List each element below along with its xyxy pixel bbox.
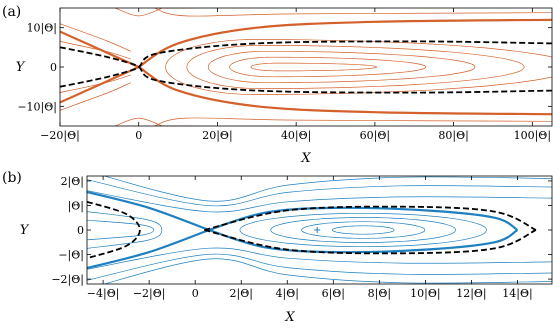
panel-a: (a) −20|Θ| 0 20|Θ| 40|Θ| 60|Θ| 80|Θ| 100|Θ| 10…	[2, 4, 553, 166]
contour-line	[60, 82, 131, 111]
contour-line	[332, 225, 395, 235]
dashed-series-line	[87, 200, 141, 260]
separatrix-series-line	[138, 18, 552, 68]
panel-b-y-ticks: 2|Θ| |Θ| 0 −|Θ| −2|Θ|	[51, 175, 552, 287]
contour-line	[154, 8, 552, 17]
y-tick-label: |Θ|	[68, 199, 84, 213]
contour-line	[114, 117, 163, 126]
contour-line	[186, 45, 525, 89]
y-tick-label: 2|Θ|	[61, 175, 84, 189]
contour-line	[87, 179, 552, 207]
panel-b-y-axis-label: Y	[20, 223, 30, 238]
y-tick-label: −2|Θ|	[51, 273, 84, 287]
contour-line	[87, 253, 552, 281]
separatrix-series-line	[87, 190, 210, 232]
contour-line	[250, 62, 377, 72]
x-tick-label: 2|Θ|	[230, 287, 253, 301]
panel-b-label: (b)	[2, 170, 22, 186]
dashed-series-line	[60, 46, 552, 94]
contour-line	[301, 221, 426, 239]
contour-line	[87, 247, 552, 270]
y-tick-label: 10|Θ|	[27, 22, 57, 36]
contour-line	[87, 219, 155, 241]
x-tick-label: 10|Θ|	[410, 287, 440, 301]
separatrix-series-line	[208, 228, 519, 254]
panel-a-label: (a)	[2, 4, 21, 20]
panel-a-x-ticks: −20|Θ| 0 20|Θ| 40|Θ| 60|Θ| 80|Θ| 100|Θ|	[40, 8, 551, 143]
x-tick-label: 14|Θ|	[502, 287, 532, 301]
panel-b-contours	[87, 176, 552, 284]
panel-b-x-axis-label: X	[284, 310, 295, 325]
contour-line	[103, 176, 552, 202]
panel-b-plot-area	[87, 176, 552, 284]
separatrix-series-line	[138, 66, 552, 116]
x-tick-label: 6|Θ|	[322, 287, 345, 301]
dashed-series-line	[204, 229, 537, 255]
separatrix-series-line	[60, 66, 140, 104]
separatrix-series-line	[208, 206, 519, 232]
x-tick-label: 60|Θ|	[360, 129, 390, 143]
dashed-series-line	[60, 40, 552, 88]
panel-b-series	[87, 190, 537, 270]
panel-b: (b) −4|Θ| −2|Θ| 0 2|Θ| 4|Θ| 6|Θ| 8|Θ| 10|Θ| 12|Θ…	[2, 170, 553, 325]
contour-line	[165, 39, 552, 95]
panel-a-y-ticks: 10|Θ| 0 −10|Θ|	[17, 22, 552, 114]
separatrix-series-line	[60, 30, 140, 68]
o-point-marker	[314, 227, 321, 233]
y-tick-label: 0	[77, 224, 84, 237]
x-tick-label: −4|Θ|	[87, 287, 120, 301]
contour-line	[87, 190, 552, 213]
x-tick-label: 0	[192, 287, 199, 300]
panel-b-x-ticks: −4|Θ| −2|Θ| 0 2|Θ| 4|Θ| 6|Θ| 8|Θ| 10|Θ| 12|Θ| 14|…	[87, 176, 533, 301]
x-tick-label: 80|Θ|	[438, 129, 468, 143]
x-tick-label: 12|Θ|	[456, 287, 486, 301]
panel-a-frame	[59, 7, 553, 127]
y-tick-label: −10|Θ|	[17, 100, 57, 114]
x-tick-label: −2|Θ|	[133, 287, 166, 301]
panel-a-series	[60, 18, 552, 116]
contour-line	[207, 50, 476, 84]
contour-line	[114, 8, 163, 17]
contour-line	[239, 212, 487, 248]
x-tick-label: 100|Θ|	[514, 129, 551, 143]
contour-line	[229, 56, 427, 78]
contour-line	[60, 23, 131, 52]
y-tick-label: 0	[50, 61, 57, 74]
x-tick-label: −20|Θ|	[40, 129, 80, 143]
panel-b-center-marker	[314, 227, 321, 233]
panel-a-plot-area	[60, 8, 552, 126]
contour-line	[87, 211, 163, 249]
contour-line	[103, 258, 552, 284]
panel-a-y-axis-label: Y	[16, 60, 26, 75]
x-tick-label: 40|Θ|	[281, 129, 311, 143]
x-tick-label: 0	[135, 129, 142, 142]
y-tick-label: −|Θ|	[58, 249, 84, 263]
dashed-series-line	[204, 205, 537, 231]
contour-line	[154, 117, 552, 126]
x-tick-label: 4|Θ|	[276, 287, 299, 301]
separatrix-series-line	[87, 228, 210, 270]
x-tick-label: 20|Θ|	[202, 129, 232, 143]
contour-line	[270, 217, 457, 243]
x-tick-label: 8|Θ|	[368, 287, 391, 301]
panel-a-x-axis-label: X	[300, 151, 311, 166]
